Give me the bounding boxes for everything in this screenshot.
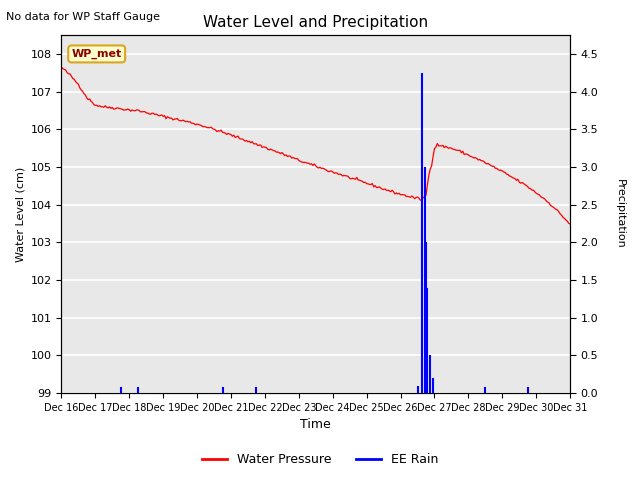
Title: Water Level and Precipitation: Water Level and Precipitation <box>204 15 428 30</box>
Y-axis label: Water Level (cm): Water Level (cm) <box>15 167 25 262</box>
Text: WP_met: WP_met <box>72 49 122 59</box>
Legend: Water Pressure, EE Rain: Water Pressure, EE Rain <box>196 448 444 471</box>
X-axis label: Time: Time <box>300 419 331 432</box>
Y-axis label: Precipitation: Precipitation <box>615 180 625 249</box>
Text: No data for WP Staff Gauge: No data for WP Staff Gauge <box>6 12 161 22</box>
